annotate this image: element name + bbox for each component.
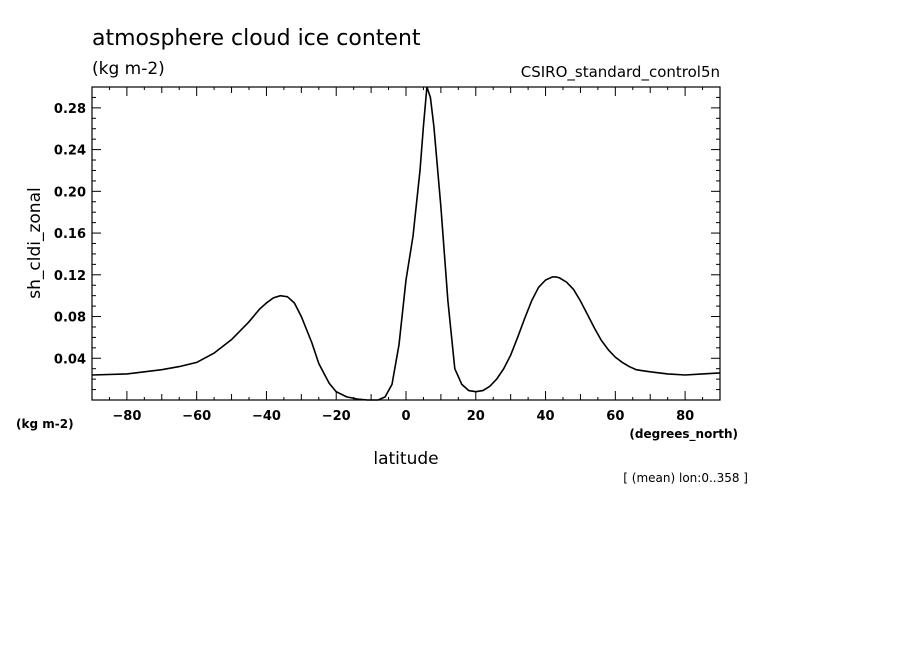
plot-frame (91, 86, 721, 401)
x-tick-label: 60 (606, 409, 624, 424)
x-unit-label: (degrees_north) (629, 427, 738, 442)
x-tick-label: 80 (676, 409, 694, 424)
x-axis-label: latitude (373, 449, 438, 469)
model-label: CSIRO_standard_control5n (521, 63, 720, 82)
averaging-note: [ (mean) lon:0..358 ] (623, 471, 748, 485)
x-tick-label: −20 (322, 409, 351, 424)
chart-title: atmosphere cloud ice content (92, 26, 421, 51)
y-unit-label: (kg m-2) (16, 417, 74, 431)
x-tick-label: −40 (252, 409, 281, 424)
x-tick-label: −80 (112, 409, 141, 424)
chart-subtitle: (kg m-2) (92, 59, 165, 79)
y-tick-label: 0.24 (54, 144, 86, 159)
axis-ticks (91, 87, 721, 400)
y-tick-label: 0.04 (54, 352, 86, 367)
y-axis-label: sh_cldi_zonal (25, 187, 45, 298)
x-tick-label: −60 (182, 409, 211, 424)
y-tick-label: 0.28 (54, 102, 86, 117)
x-tick-label: 20 (467, 409, 485, 424)
y-tick-label: 0.16 (54, 227, 86, 242)
series-line (91, 86, 721, 401)
y-tick-label: 0.12 (54, 269, 86, 284)
y-tick-label: 0.08 (54, 311, 86, 326)
y-tick-label: 0.20 (54, 185, 86, 200)
x-tick-label: 40 (537, 409, 555, 424)
x-tick-label: 0 (401, 409, 410, 424)
tick-labels: −80 −60 −40 −20 0 20 40 60 80 0.04 0.08 0.12 0.16 0.2… (54, 102, 694, 424)
